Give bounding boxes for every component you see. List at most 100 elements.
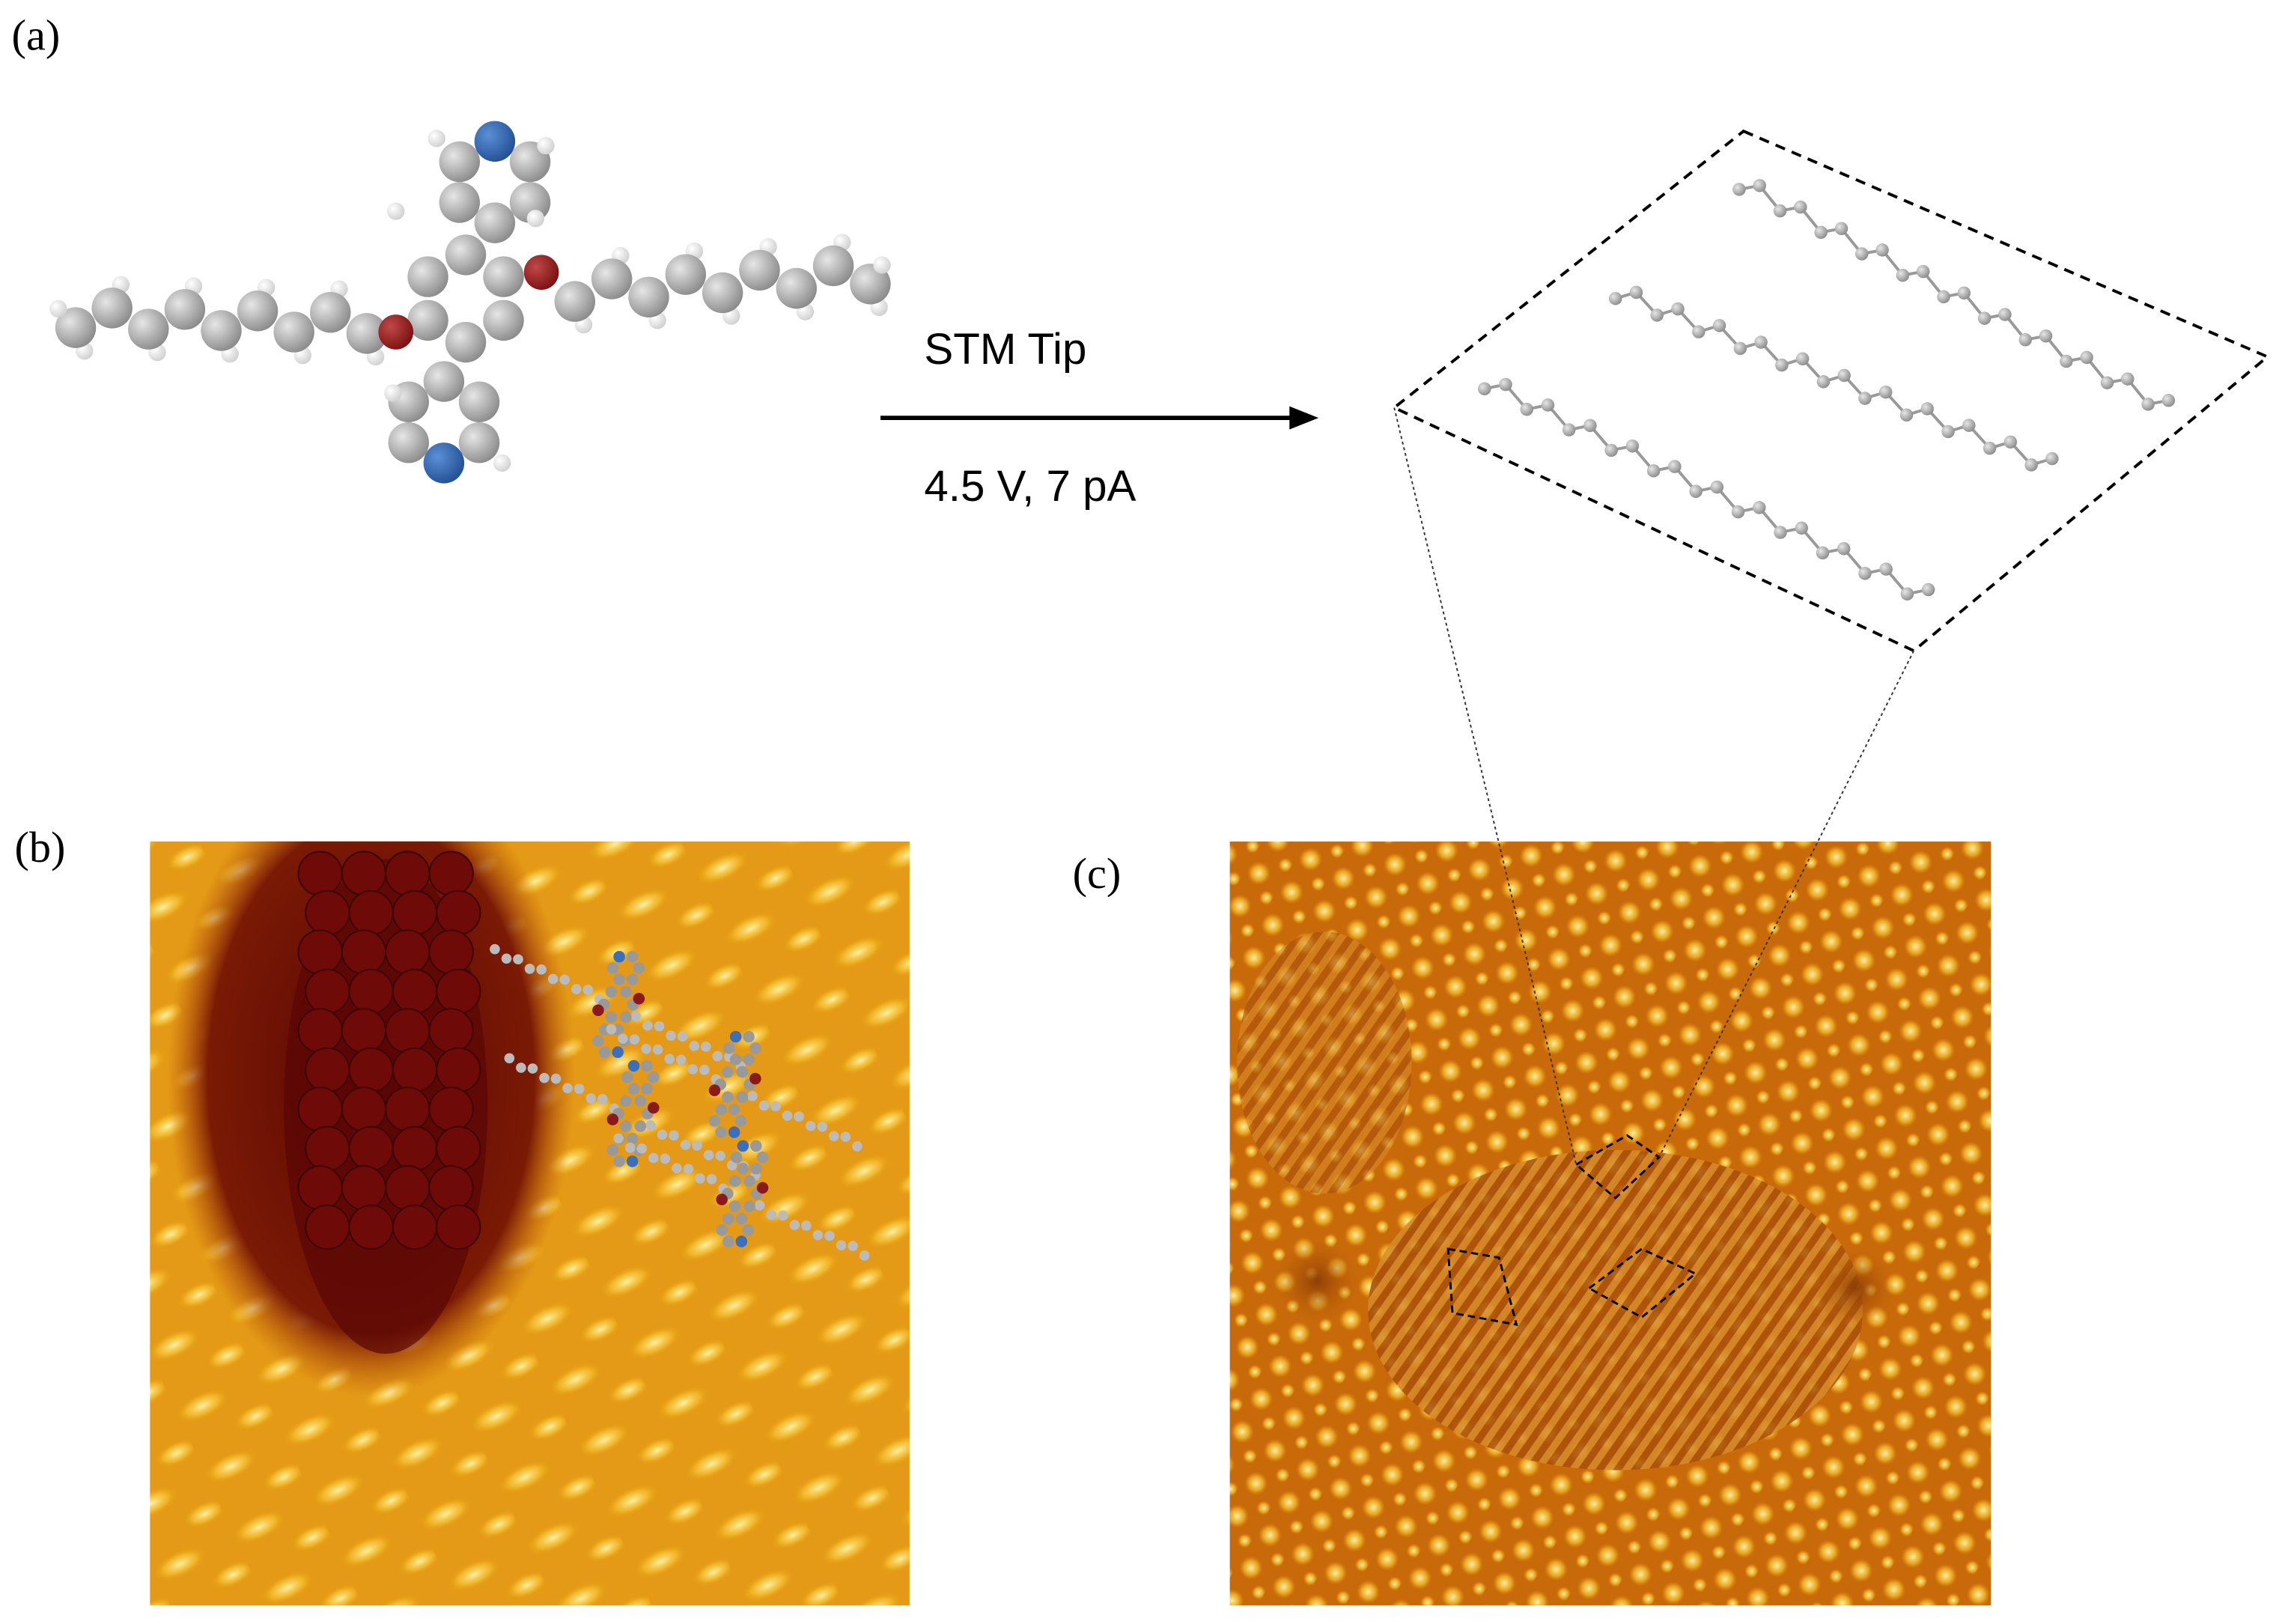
atom: [636, 1143, 648, 1154]
atom: [547, 973, 559, 985]
atom: [591, 258, 633, 299]
atom: [624, 1143, 636, 1153]
atom: [458, 422, 500, 463]
atom: [712, 1050, 723, 1062]
atom: [852, 1141, 862, 1152]
atom: [722, 1091, 734, 1104]
molecule: [49, 121, 891, 484]
atom: [743, 1030, 755, 1043]
stm-defect: [1273, 1237, 1361, 1325]
atom: [1712, 319, 1726, 332]
atom: [1478, 382, 1491, 395]
atom: [801, 1220, 812, 1231]
atom: [850, 264, 891, 305]
atom: [297, 1086, 343, 1132]
atom: [598, 1046, 611, 1059]
atom: [749, 1042, 761, 1054]
atom: [1896, 268, 1910, 282]
atom: [341, 1086, 387, 1132]
atom: [626, 1155, 639, 1167]
atom: [641, 1059, 653, 1072]
atom: [2080, 350, 2093, 365]
atom: [597, 1094, 608, 1104]
atom: [341, 1008, 387, 1053]
atom: [706, 1173, 717, 1184]
atom: [749, 1072, 761, 1085]
atom: [630, 1011, 642, 1021]
atom: [1629, 285, 1643, 299]
atom: [1941, 425, 1955, 439]
atom: [490, 943, 500, 955]
stm-domain: [1237, 931, 1412, 1194]
atom: [683, 1164, 694, 1174]
alkane-chains: [1478, 179, 2176, 600]
atom: [2018, 333, 2032, 347]
atom: [620, 1011, 632, 1024]
atom: [1671, 302, 1685, 316]
atom: [730, 1151, 743, 1164]
atom: [735, 1212, 748, 1225]
atom: [526, 210, 545, 228]
atom: [2045, 451, 2059, 466]
atom: [669, 1130, 679, 1141]
atom: [613, 950, 625, 963]
unit-cell: [1587, 1247, 1698, 1319]
atom: [297, 851, 343, 896]
atom: [687, 1064, 699, 1074]
atom: [626, 1132, 639, 1145]
atom: [1583, 419, 1597, 433]
atom: [613, 1133, 624, 1144]
atom: [750, 1162, 762, 1175]
atom: [641, 1083, 653, 1095]
atom: [592, 1004, 604, 1017]
zoom-line: [1393, 407, 1577, 1165]
atom: [346, 313, 388, 354]
atom: [164, 289, 206, 330]
atom: [378, 314, 414, 350]
atom: [348, 1125, 394, 1172]
atom: [605, 985, 618, 998]
atom: [1562, 423, 1576, 437]
atom: [237, 291, 279, 332]
atom: [341, 851, 387, 896]
atom: [756, 1181, 769, 1194]
atom: [729, 1030, 742, 1043]
atom: [1732, 183, 1746, 196]
atom: [1983, 441, 1997, 455]
atom: [1920, 402, 1934, 416]
atom: [428, 1008, 474, 1053]
atom: [715, 1150, 726, 1161]
atom: [716, 1224, 728, 1236]
atom: [1816, 375, 1831, 389]
atom: [385, 1165, 430, 1211]
atom: [423, 361, 465, 402]
atom: [2141, 398, 2155, 411]
atom: [483, 256, 524, 297]
atom: [728, 1200, 741, 1212]
atom: [695, 1173, 705, 1184]
atom: [770, 1101, 781, 1112]
atom: [445, 234, 487, 276]
atom: [1795, 352, 1810, 366]
atom: [716, 1193, 728, 1205]
atom: [1794, 200, 1807, 214]
atom: [436, 968, 481, 1015]
atom: [1878, 385, 1893, 399]
atom: [2161, 394, 2176, 407]
atom: [539, 1072, 550, 1083]
atom: [436, 889, 481, 936]
atom: [1858, 567, 1872, 580]
atom: [1957, 286, 1971, 300]
atom: [703, 1149, 714, 1161]
atom: [439, 182, 480, 223]
atom: [483, 299, 524, 341]
atom: [201, 310, 242, 351]
atom: [805, 1121, 816, 1131]
atom: [570, 984, 582, 994]
atom: [728, 1175, 741, 1187]
atom: [436, 1204, 481, 1250]
atom: [273, 311, 314, 353]
atom: [692, 1140, 702, 1151]
atom: [573, 1083, 585, 1095]
atom: [428, 1165, 474, 1211]
